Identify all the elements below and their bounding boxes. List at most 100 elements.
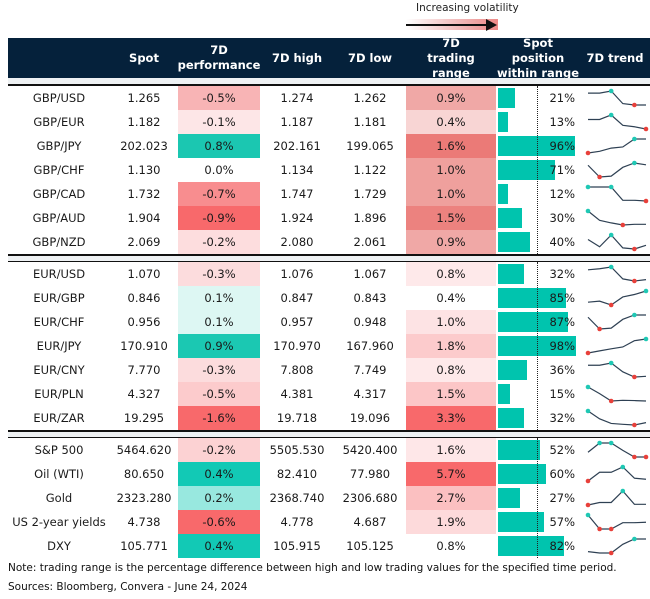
cell-range: 0.9%: [406, 230, 496, 254]
cell-perf: -0.2%: [178, 230, 260, 254]
cell-high: 1.187: [280, 115, 314, 129]
cell-high: 82.410: [276, 467, 318, 481]
trend-sparkline: [588, 360, 647, 380]
divider: [8, 436, 650, 438]
cell-low: 1.729: [353, 187, 387, 201]
trend-sparkline: [587, 440, 649, 460]
cell-spot: 202.023: [120, 139, 168, 153]
cell-low: 0.948: [353, 315, 387, 329]
cell-name: GBP/AUD: [32, 211, 86, 225]
trend-line: [587, 490, 646, 506]
cell-perf: 0.1%: [178, 310, 260, 334]
trend-line: [587, 314, 646, 330]
spot-position-bar: [498, 160, 555, 180]
cell-name: EUR/GBP: [33, 291, 85, 305]
spot-position-value: 32%: [549, 411, 575, 425]
cell-low: 1.896: [353, 211, 387, 225]
cell-spot: 2.069: [127, 235, 161, 249]
cell-perf: -0.3%: [178, 358, 260, 382]
trend-min-marker: [620, 222, 626, 228]
trend-line: [587, 386, 647, 402]
cell-high: 1.924: [280, 211, 314, 225]
legend-label: Increasing volatility: [416, 2, 519, 14]
cell-perf: 0.1%: [178, 286, 260, 310]
cell-range: 1.6%: [406, 134, 496, 158]
trend-line: [587, 234, 647, 250]
cell-perf: -0.1%: [178, 110, 260, 134]
cell-perf: 0.4%: [178, 462, 260, 486]
cell-perf: -0.5%: [178, 86, 260, 110]
table-row: US 2-year yields 4.738 -0.6% 4.778 4.687 1.9%…: [8, 510, 650, 534]
cell-high: 4.778: [280, 515, 314, 529]
trend-max-marker: [632, 312, 637, 318]
trend-sparkline: [585, 208, 646, 228]
trend-min-marker: [643, 198, 649, 204]
trend-line: [587, 514, 647, 530]
header-7d-low: 7D low: [347, 50, 393, 65]
trend-line: [587, 442, 646, 458]
cell-perf: -1.6%: [178, 406, 260, 430]
trend-max-marker: [608, 440, 614, 446]
header-gap: [8, 78, 650, 84]
trend-min-marker: [585, 350, 591, 356]
table-row: EUR/CHF 0.956 0.1% 0.957 0.948 1.0% 87%: [8, 310, 650, 334]
cell-name: Gold: [45, 491, 73, 505]
cell-high: 1.076: [280, 267, 314, 281]
table-row: EUR/GBP 0.846 0.1% 0.847 0.843 0.4% 85%: [8, 286, 650, 310]
trend-sparkline: [587, 312, 646, 332]
trend-line: [587, 266, 647, 282]
trend-min-marker: [608, 302, 614, 308]
trend-line: [587, 162, 647, 178]
table-row: Oil (WTI) 80.650 0.4% 82.410 77.980 5.7% 60%: [8, 462, 650, 486]
trend-max-marker: [632, 136, 637, 142]
trend-min-marker: [632, 374, 637, 380]
trend-max-marker: [643, 288, 649, 294]
cell-perf: 0.4%: [178, 534, 260, 558]
trend-max-marker: [608, 360, 614, 366]
trend-sparkline: [587, 160, 647, 180]
table-row: EUR/ZAR 19.295 -1.6% 19.718 19.096 3.3% 32%: [8, 406, 650, 430]
cell-spot: 4.738: [127, 515, 161, 529]
spot-position-value: 21%: [549, 91, 575, 105]
cell-perf: -0.5%: [178, 382, 260, 406]
trend-max-marker: [585, 384, 591, 390]
spot-position-value: 52%: [549, 443, 575, 457]
cell-low: 105.125: [346, 539, 394, 553]
spot-position-bar: [498, 384, 510, 404]
trend-sparkline: [585, 184, 649, 204]
spot-position-bar: [498, 464, 546, 484]
trend-max-marker: [585, 512, 591, 518]
cell-spot: 1.904: [127, 211, 161, 225]
cell-low: 4.687: [353, 515, 387, 529]
sources: Sources: Bloomberg, Convera - June 24, 2…: [8, 581, 248, 593]
trend-min-marker: [597, 174, 602, 180]
cell-high: 7.808: [280, 363, 314, 377]
spot-position-value: 57%: [549, 515, 575, 529]
cell-perf: -0.2%: [178, 438, 260, 462]
table-header: Spot 7D performance 7D high 7D low 7D tr…: [8, 36, 650, 80]
trend-max-marker: [643, 336, 649, 342]
spot-position-value: 96%: [549, 139, 575, 153]
cell-spot: 1.070: [127, 267, 161, 281]
spot-position-value: 36%: [549, 363, 575, 377]
trend-max-marker: [585, 408, 591, 414]
cell-low: 5420.400: [342, 443, 398, 457]
trend-sparkline: [585, 512, 647, 532]
trend-line: [588, 186, 647, 202]
cell-perf: -0.6%: [178, 510, 260, 534]
cell-high: 1.747: [280, 187, 314, 201]
trend-sparkline: [587, 536, 646, 556]
table-row: S&P 500 5464.620 -0.2% 5505.530 5420.400 1.6%…: [8, 438, 650, 462]
cell-range: 1.0%: [406, 182, 496, 206]
cell-high: 19.718: [276, 411, 318, 425]
cell-low: 4.317: [353, 387, 387, 401]
cell-spot: 7.770: [127, 363, 161, 377]
trend-min-marker: [608, 398, 614, 404]
cell-spot: 4.327: [127, 387, 161, 401]
cell-range: 0.8%: [406, 358, 496, 382]
spot-position-value: 60%: [549, 467, 575, 481]
cell-name: GBP/USD: [32, 91, 86, 105]
header-7d-trend: 7D trend: [586, 50, 644, 65]
cell-name: GBP/CAD: [32, 187, 86, 201]
spot-position-bar: [498, 232, 530, 252]
